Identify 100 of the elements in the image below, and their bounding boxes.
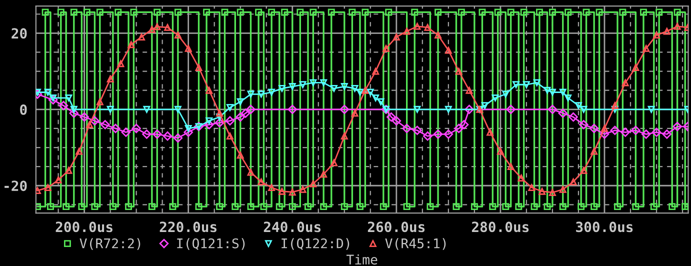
x-axis-title: Time bbox=[346, 254, 378, 265]
point bbox=[340, 83, 348, 90]
point bbox=[512, 81, 520, 88]
point bbox=[579, 120, 588, 130]
point bbox=[558, 108, 568, 118]
point bbox=[464, 104, 474, 114]
point bbox=[246, 104, 256, 114]
point bbox=[65, 94, 72, 102]
y-tick-label: -20 bbox=[4, 180, 27, 192]
point bbox=[402, 124, 412, 134]
x-tick-label: 240.0us bbox=[264, 222, 321, 232]
point bbox=[236, 112, 245, 122]
point bbox=[330, 84, 338, 92]
point bbox=[80, 112, 89, 122]
point bbox=[356, 88, 364, 96]
point bbox=[548, 104, 558, 114]
point bbox=[589, 124, 599, 134]
point bbox=[492, 94, 499, 102]
point bbox=[522, 81, 530, 88]
point bbox=[564, 94, 572, 102]
x-tick-label: 300.0us bbox=[576, 222, 633, 232]
point bbox=[610, 126, 620, 135]
point bbox=[173, 133, 183, 143]
point bbox=[662, 130, 672, 139]
point bbox=[575, 102, 582, 110]
point bbox=[672, 122, 682, 132]
point bbox=[278, 84, 286, 92]
point bbox=[288, 83, 296, 90]
point bbox=[412, 126, 422, 135]
point bbox=[366, 88, 374, 96]
point bbox=[142, 130, 152, 139]
point bbox=[225, 116, 235, 126]
point bbox=[184, 128, 193, 137]
legend-label: V(R72:2) bbox=[80, 238, 140, 250]
point bbox=[132, 124, 141, 134]
point bbox=[423, 131, 432, 141]
point bbox=[414, 106, 421, 113]
point bbox=[100, 120, 110, 130]
point bbox=[620, 128, 630, 137]
point bbox=[611, 106, 618, 113]
point bbox=[90, 116, 100, 126]
x-tick-label: 280.0us bbox=[472, 222, 529, 232]
point bbox=[454, 124, 464, 134]
point bbox=[648, 106, 655, 113]
point bbox=[548, 88, 556, 96]
point bbox=[184, 124, 192, 132]
point bbox=[206, 117, 213, 124]
point bbox=[652, 128, 662, 137]
point bbox=[444, 106, 452, 113]
point bbox=[50, 94, 57, 102]
point bbox=[377, 98, 384, 106]
point bbox=[106, 106, 114, 113]
point bbox=[340, 104, 350, 114]
point bbox=[641, 130, 651, 139]
point bbox=[559, 88, 566, 96]
point bbox=[544, 86, 551, 94]
legend-label: I(Q122:D) bbox=[282, 238, 350, 250]
point bbox=[310, 79, 317, 86]
point bbox=[288, 104, 298, 114]
point bbox=[600, 130, 610, 139]
point bbox=[110, 124, 120, 134]
point bbox=[214, 118, 224, 128]
point bbox=[299, 81, 306, 88]
point bbox=[247, 90, 254, 98]
point bbox=[433, 130, 443, 139]
point bbox=[481, 102, 488, 110]
point bbox=[226, 104, 234, 111]
point bbox=[44, 88, 52, 96]
point bbox=[386, 112, 396, 122]
point bbox=[258, 90, 265, 98]
point bbox=[121, 128, 131, 137]
point bbox=[580, 106, 588, 113]
x-tick-label: 260.0us bbox=[368, 222, 425, 232]
point bbox=[162, 131, 172, 141]
point bbox=[502, 90, 510, 98]
point bbox=[204, 120, 214, 130]
legend-label: V(R45:1) bbox=[385, 238, 446, 250]
point bbox=[240, 108, 250, 118]
point bbox=[152, 130, 162, 139]
point bbox=[506, 104, 516, 114]
point bbox=[568, 112, 578, 122]
x-tick-label: 220.0us bbox=[160, 222, 216, 232]
legend-label: I(Q121:S) bbox=[177, 238, 245, 250]
point bbox=[69, 108, 79, 118]
point bbox=[143, 106, 150, 113]
point bbox=[320, 79, 328, 86]
point bbox=[268, 88, 276, 96]
y-tick-label: 20 bbox=[12, 28, 27, 39]
point bbox=[631, 126, 640, 135]
point bbox=[351, 84, 358, 92]
point bbox=[174, 106, 182, 113]
point bbox=[372, 94, 380, 102]
x-tick-label: 200.0us bbox=[56, 222, 112, 232]
point bbox=[533, 79, 540, 86]
point bbox=[70, 106, 78, 113]
y-tick-label: 0 bbox=[20, 104, 27, 115]
point bbox=[58, 100, 68, 110]
point bbox=[444, 130, 454, 139]
point bbox=[236, 98, 244, 106]
point bbox=[392, 116, 402, 126]
